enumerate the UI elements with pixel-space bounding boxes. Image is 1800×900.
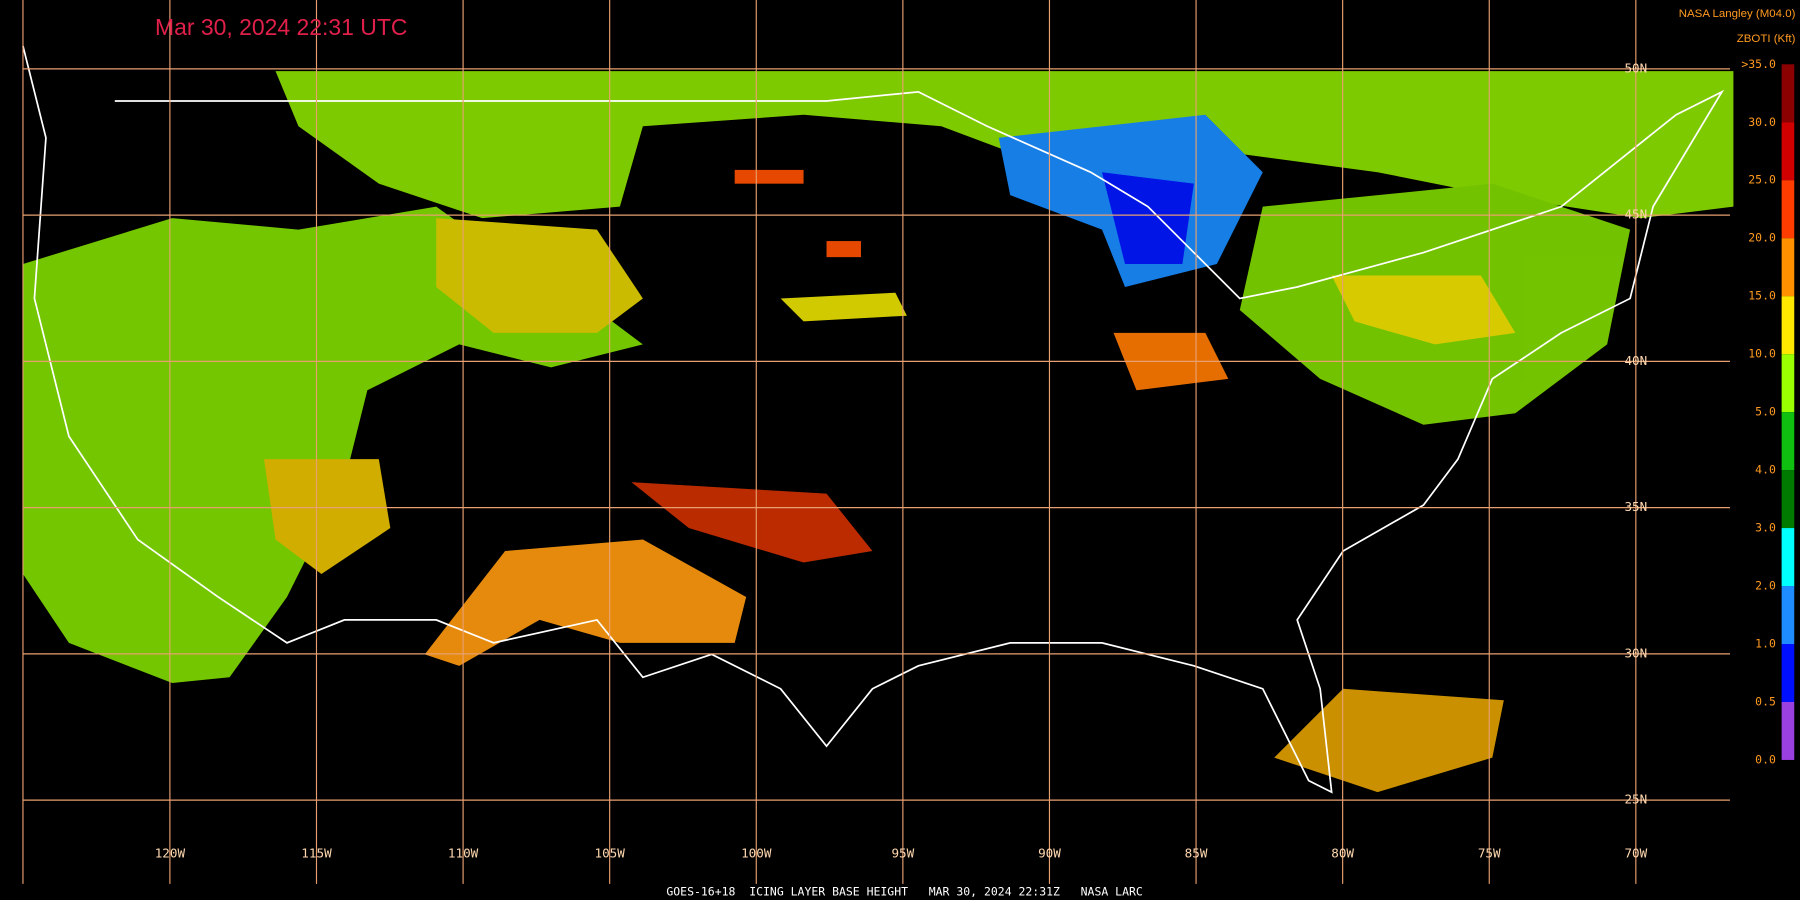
latitude-label: 40N xyxy=(1624,353,1647,368)
colorbar-label: 4.0 xyxy=(1755,463,1776,477)
colorbar-label: 30.0 xyxy=(1748,115,1776,129)
longitude-label: 105W xyxy=(594,846,625,861)
longitude-label: 120W xyxy=(155,846,186,861)
graticule: 120W 115W 110W 105W 100W 95W 90W 85W 80W 75W 70W 50… xyxy=(22,0,1730,884)
colorbar-segment xyxy=(1781,296,1795,355)
colorbar-segment xyxy=(1781,644,1795,702)
colorbar-segment xyxy=(1781,412,1795,471)
colorbar-segment xyxy=(1781,701,1795,760)
longitude-label: 85W xyxy=(1185,846,1208,861)
title: Mar 30, 2024 22:31 UTC xyxy=(155,14,407,40)
colorbar-segment xyxy=(1781,470,1795,529)
colorbar-segment xyxy=(1781,354,1795,413)
colorbar-label: 3.0 xyxy=(1755,521,1776,535)
colorbar: >35.0 30.0 25.0 20.0 15.0 10.0 5.0 4.0 3.0 2.0 1.0… xyxy=(1741,57,1795,766)
footer: GOES-16+18 ICING LAYER BASE HEIGHT MAR 3… xyxy=(666,884,1143,898)
colorbar-label: 10.0 xyxy=(1748,347,1776,361)
colorbar-label: 0.5 xyxy=(1755,694,1776,708)
cloud-field xyxy=(826,241,861,258)
colorbar-label: 0.0 xyxy=(1755,752,1776,766)
cloud-fields xyxy=(22,71,1734,793)
latitude-label: 50N xyxy=(1624,60,1647,75)
cloud-field xyxy=(780,292,907,322)
colorbar-label: 15.0 xyxy=(1748,289,1776,303)
cloud-field xyxy=(1331,275,1516,345)
product: ZBOTI (Kft) xyxy=(1737,33,1796,45)
longitude-label: 70W xyxy=(1624,846,1647,861)
latitude-label: 30N xyxy=(1624,645,1647,660)
longitude-label: 90W xyxy=(1038,846,1061,861)
colorbar-label: 1.0 xyxy=(1755,637,1776,651)
longitude-label: 75W xyxy=(1478,846,1501,861)
source: NASA Langley (M04.0) xyxy=(1679,8,1796,20)
latitude-label: 25N xyxy=(1624,792,1647,807)
longitude-label: 80W xyxy=(1331,846,1354,861)
longitude-label: 100W xyxy=(741,846,772,861)
colorbar-segment xyxy=(1781,586,1795,645)
colorbar-segment xyxy=(1781,64,1795,123)
colorbar-label: 20.0 xyxy=(1748,231,1776,245)
cloud-field xyxy=(734,169,804,184)
cloud-field xyxy=(1102,172,1194,265)
longitude-label: 95W xyxy=(891,846,914,861)
colorbar-label: >35.0 xyxy=(1741,57,1776,71)
cloud-field xyxy=(424,539,747,666)
colorbar-label: 25.0 xyxy=(1748,173,1776,187)
latitude-label: 45N xyxy=(1624,207,1647,222)
longitude-label: 115W xyxy=(301,846,332,861)
colorbar-segment xyxy=(1781,122,1795,181)
colorbar-segment xyxy=(1781,180,1795,239)
cloud-field xyxy=(1274,688,1504,793)
colorbar-label: 2.0 xyxy=(1755,579,1776,593)
colorbar-segment xyxy=(1781,238,1795,297)
colorbar-label: 5.0 xyxy=(1755,405,1776,419)
latitude-label: 35N xyxy=(1624,499,1647,514)
colorbar-segment xyxy=(1781,528,1795,587)
longitude-label: 110W xyxy=(448,846,479,861)
cloud-field xyxy=(631,482,873,563)
cloud-field xyxy=(264,459,391,574)
coastline-border xyxy=(22,45,1725,794)
cloud-field xyxy=(436,218,643,333)
